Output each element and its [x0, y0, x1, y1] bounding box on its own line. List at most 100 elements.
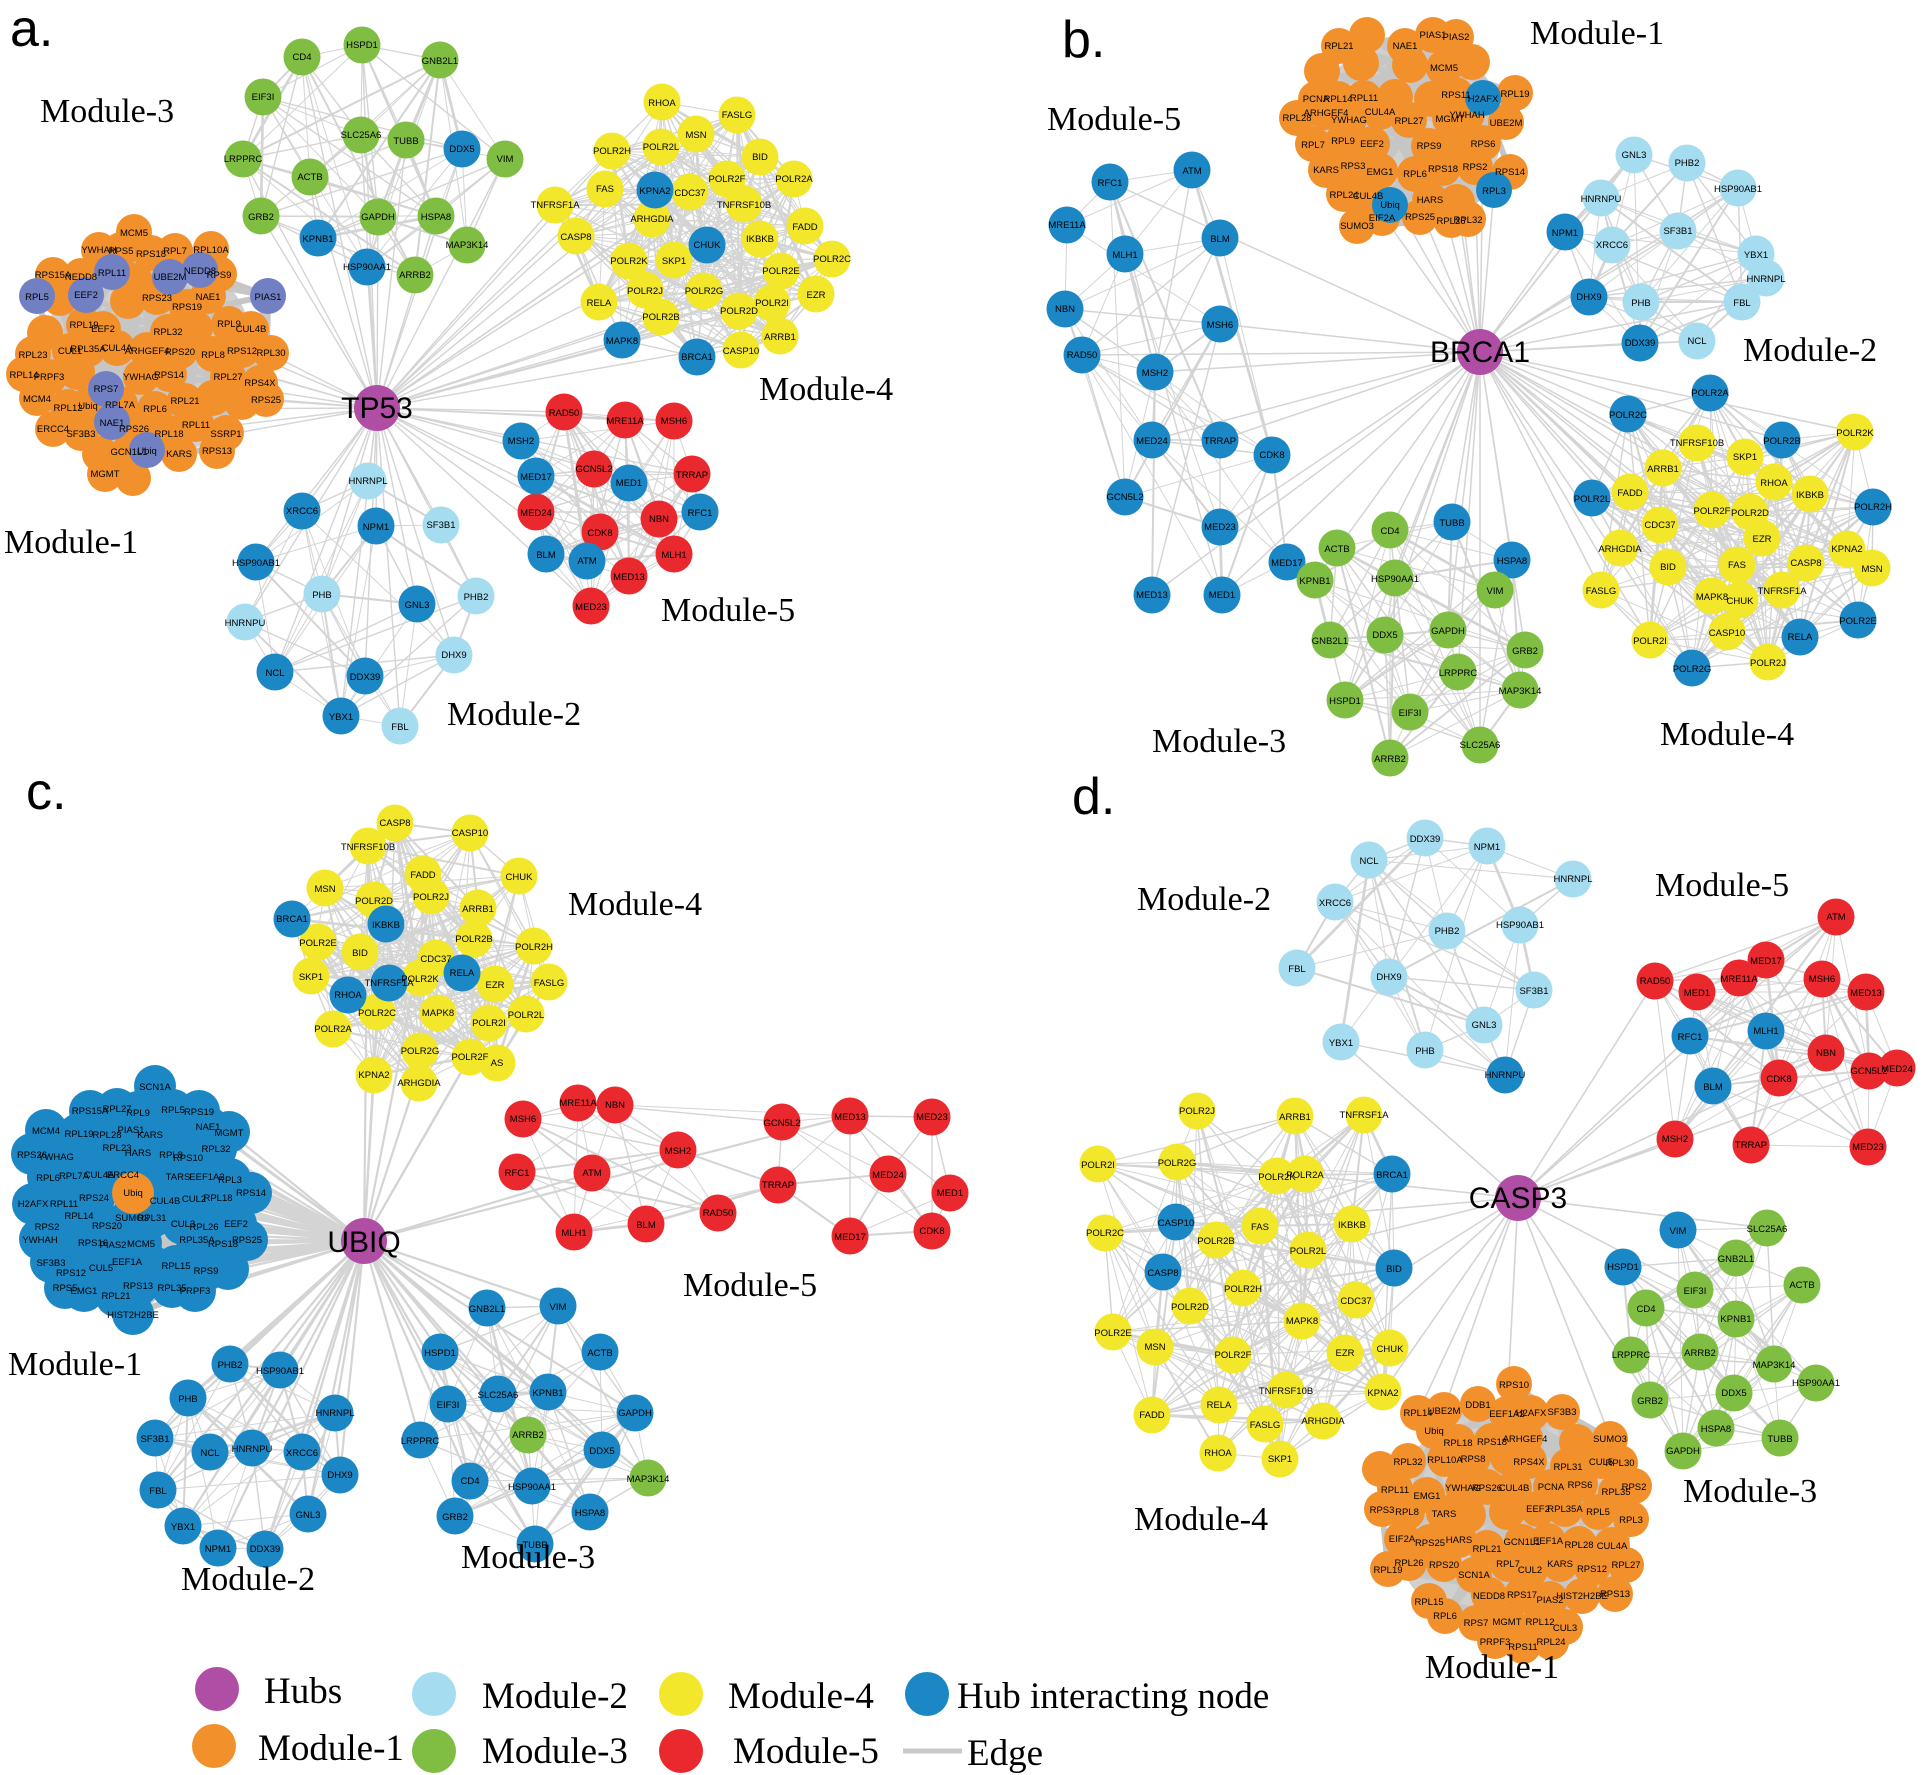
svg-text:RPL15: RPL15: [161, 1261, 190, 1272]
svg-text:RAD50: RAD50: [1640, 976, 1671, 987]
svg-text:RPL10A: RPL10A: [193, 245, 229, 256]
svg-text:MSH6: MSH6: [510, 1114, 536, 1125]
svg-text:KPNB1: KPNB1: [1720, 1314, 1751, 1325]
svg-text:MED24: MED24: [1881, 1064, 1913, 1075]
svg-text:EEF1A: EEF1A: [1533, 1536, 1564, 1547]
svg-text:DDX39: DDX39: [350, 672, 381, 683]
svg-text:MED24: MED24: [1136, 436, 1168, 447]
svg-text:SLC25A6: SLC25A6: [1460, 740, 1501, 751]
svg-text:SKP1: SKP1: [1268, 1454, 1292, 1465]
svg-text:Module-3: Module-3: [461, 1539, 595, 1576]
svg-text:EEF2: EEF2: [74, 290, 98, 301]
svg-text:VIM: VIM: [1670, 1226, 1687, 1237]
svg-text:CASP10: CASP10: [452, 828, 488, 839]
svg-text:RPL26: RPL26: [1394, 1558, 1423, 1569]
svg-text:HNRNPL: HNRNPL: [315, 1408, 354, 1419]
svg-text:RPS5: RPS5: [109, 246, 134, 257]
svg-text:ARRB1: ARRB1: [764, 332, 796, 343]
svg-text:POLR2L: POLR2L: [508, 1010, 544, 1021]
svg-text:NEDD8: NEDD8: [1473, 1591, 1505, 1602]
svg-text:RFC1: RFC1: [1098, 178, 1123, 189]
svg-text:RFC1: RFC1: [688, 508, 713, 519]
svg-text:RPL9: RPL9: [217, 319, 241, 330]
svg-text:NBN: NBN: [605, 1100, 625, 1111]
svg-text:GRB2: GRB2: [1512, 646, 1538, 657]
svg-text:MLH1: MLH1: [561, 1228, 586, 1239]
svg-text:RAD50: RAD50: [1067, 350, 1098, 361]
svg-text:HSPD1: HSPD1: [424, 1348, 456, 1359]
svg-text:POLR2K: POLR2K: [401, 974, 439, 985]
svg-text:CDC37: CDC37: [1644, 520, 1675, 531]
svg-text:POLR2J: POLR2J: [1179, 1106, 1215, 1117]
svg-text:RPS18: RPS18: [1477, 1437, 1507, 1448]
svg-text:CUL2: CUL2: [1518, 1565, 1542, 1576]
svg-text:RPS10: RPS10: [1499, 1380, 1529, 1391]
svg-text:MED23: MED23: [1852, 1142, 1884, 1153]
svg-text:RPS14: RPS14: [236, 1188, 266, 1199]
svg-text:RPS15A: RPS15A: [35, 270, 72, 281]
svg-text:POLR2A: POLR2A: [775, 174, 813, 185]
svg-text:ATM: ATM: [1182, 166, 1201, 177]
svg-text:POLR2F: POLR2F: [1215, 1350, 1252, 1361]
svg-text:CHUK: CHUK: [1727, 596, 1755, 607]
svg-text:POLR2I: POLR2I: [1081, 1160, 1115, 1171]
svg-text:TRRAP: TRRAP: [1735, 1140, 1767, 1151]
svg-text:KARS: KARS: [1313, 165, 1339, 176]
svg-text:RPL11: RPL11: [1350, 93, 1378, 104]
svg-text:Ubiq: Ubiq: [137, 446, 157, 457]
svg-text:BLM: BLM: [536, 550, 556, 561]
svg-text:GAPDH: GAPDH: [361, 212, 395, 223]
svg-text:Ubiq: Ubiq: [1424, 1426, 1444, 1437]
svg-text:AS: AS: [491, 1058, 504, 1069]
svg-text:RPS11: RPS11: [1508, 1642, 1537, 1653]
svg-text:NAE1: NAE1: [196, 1122, 221, 1133]
svg-text:MSN: MSN: [685, 130, 706, 141]
svg-text:EEF2: EEF2: [1360, 139, 1384, 150]
svg-text:POLR2B: POLR2B: [642, 312, 680, 323]
svg-text:POLR2D: POLR2D: [1171, 1302, 1209, 1313]
svg-text:NAE1: NAE1: [1393, 41, 1418, 52]
svg-text:CUL4B: CUL4B: [150, 1196, 181, 1207]
svg-text:GAPDH: GAPDH: [618, 1408, 652, 1419]
svg-text:SF3B1: SF3B1: [140, 1434, 169, 1445]
svg-text:CUL4A: CUL4A: [1597, 1541, 1628, 1552]
svg-text:DDX5: DDX5: [1372, 630, 1397, 641]
svg-text:CHUK: CHUK: [694, 240, 722, 251]
svg-text:HARS: HARS: [125, 1148, 151, 1159]
svg-text:RPL28: RPL28: [92, 1130, 121, 1141]
svg-text:ACTB: ACTB: [1324, 544, 1349, 555]
svg-text:IKBKB: IKBKB: [1796, 490, 1824, 501]
svg-text:MRE11A: MRE11A: [1048, 220, 1086, 231]
svg-text:POLR2L: POLR2L: [643, 142, 679, 153]
svg-text:RPS25: RPS25: [251, 395, 281, 406]
svg-text:POLR2G: POLR2G: [685, 286, 724, 297]
svg-text:RPS7: RPS7: [1464, 1618, 1489, 1629]
svg-text:RPS4X: RPS4X: [1513, 1457, 1545, 1468]
svg-text:b.: b.: [1062, 11, 1105, 69]
svg-text:PHB2: PHB2: [1675, 158, 1700, 169]
svg-text:TRRAP: TRRAP: [762, 1180, 794, 1191]
svg-text:a.: a.: [10, 0, 53, 58]
svg-text:RPL5: RPL5: [25, 292, 49, 303]
svg-text:Module-2: Module-2: [447, 696, 581, 733]
svg-text:TARS: TARS: [166, 1172, 191, 1183]
svg-text:YBX1: YBX1: [1329, 1038, 1353, 1049]
svg-text:RPL21: RPL21: [170, 396, 199, 407]
svg-text:SUMO3: SUMO3: [115, 1213, 149, 1224]
svg-text:CUL5: CUL5: [1589, 1457, 1613, 1468]
svg-text:GNL3: GNL3: [405, 600, 430, 611]
svg-text:RPS18: RPS18: [136, 249, 166, 260]
svg-text:BRCA1: BRCA1: [681, 352, 713, 363]
svg-text:KARS: KARS: [1547, 1559, 1573, 1570]
svg-text:KARS: KARS: [166, 449, 192, 460]
svg-text:HSP90AA1: HSP90AA1: [1792, 1378, 1840, 1389]
svg-text:MGMT: MGMT: [214, 1128, 243, 1139]
svg-text:Module-5: Module-5: [683, 1267, 817, 1304]
svg-text:ARHGDIA: ARHGDIA: [1598, 544, 1642, 555]
svg-text:LRPPRC: LRPPRC: [1439, 668, 1478, 679]
svg-text:YBX1: YBX1: [171, 1522, 195, 1533]
svg-text:FAS: FAS: [596, 184, 614, 195]
svg-text:POLR2I: POLR2I: [472, 1018, 506, 1029]
svg-text:MRE11A: MRE11A: [559, 1098, 597, 1109]
svg-text:NEDD8: NEDD8: [184, 266, 216, 277]
